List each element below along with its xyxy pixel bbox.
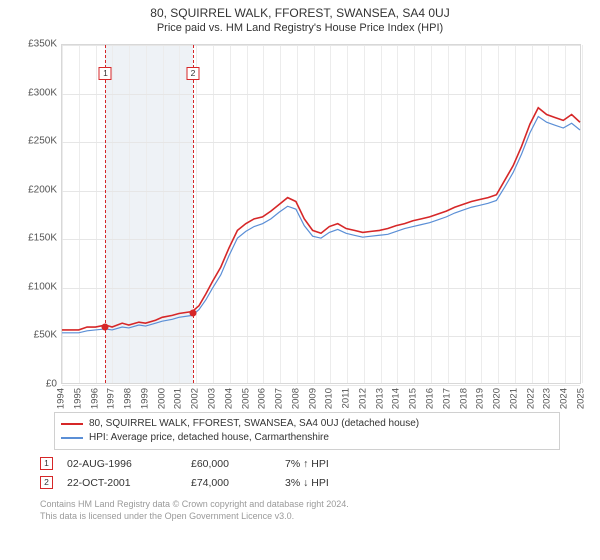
x-axis-label: 1994 [56,388,67,409]
x-axis-label: 2003 [206,388,217,409]
transaction-diff: 7% ↑ HPI [285,458,405,470]
x-axis-label: 1999 [139,388,150,409]
x-axis-label: 2023 [542,388,553,409]
transaction-table: 1 02-AUG-1996 £60,000 7% ↑ HPI 2 22-OCT-2001 £… [40,454,560,492]
gridline-v [582,45,583,383]
y-axis-label: £200K [13,184,57,195]
series-line [62,116,580,332]
legend-row: HPI: Average price, detached house, Carm… [61,431,553,445]
x-axis-label: 2021 [508,388,519,409]
footnote-line: This data is licensed under the Open Gov… [40,510,560,522]
x-axis-label: 2013 [374,388,385,409]
legend-swatch [61,423,83,425]
transaction-marker-line [193,45,194,383]
legend: 80, SQUIRREL WALK, FFOREST, SWANSEA, SA4… [54,412,560,450]
x-axis-label: 2019 [475,388,486,409]
y-axis-label: £300K [13,87,57,98]
legend-label: HPI: Average price, detached house, Carm… [89,431,329,445]
gridline-h [62,385,580,386]
x-axis-label: 1995 [72,388,83,409]
x-axis-label: 2022 [525,388,536,409]
x-axis-label: 2008 [290,388,301,409]
footnote-line: Contains HM Land Registry data © Crown c… [40,498,560,510]
x-axis-label: 2005 [240,388,251,409]
transaction-diff: 3% ↓ HPI [285,477,405,489]
x-axis-label: 2020 [492,388,503,409]
y-axis-label: £100K [13,281,57,292]
x-axis-label: 2017 [441,388,452,409]
y-axis-label: £0 [13,379,57,390]
transaction-price: £60,000 [191,458,271,470]
transaction-row: 2 22-OCT-2001 £74,000 3% ↓ HPI [40,473,560,492]
x-axis-label: 2010 [324,388,335,409]
transaction-date: 02-AUG-1996 [67,458,177,470]
y-axis-label: £150K [13,233,57,244]
transaction-marker-dot [102,323,109,330]
transaction-marker-line [105,45,106,383]
x-axis-label: 2006 [257,388,268,409]
y-axis-label: £250K [13,136,57,147]
legend-row: 80, SQUIRREL WALK, FFOREST, SWANSEA, SA4… [61,417,553,431]
x-axis-label: 2001 [173,388,184,409]
x-axis-label: 2007 [274,388,285,409]
x-axis-label: 1997 [106,388,117,409]
x-axis-label: 2016 [425,388,436,409]
x-axis-label: 2004 [223,388,234,409]
transaction-row: 1 02-AUG-1996 £60,000 7% ↑ HPI [40,454,560,473]
x-axis-label: 2015 [408,388,419,409]
x-axis-label: 2000 [156,388,167,409]
transaction-marker-badge: 1 [99,67,112,80]
x-axis-label: 1996 [89,388,100,409]
x-axis-label: 2012 [357,388,368,409]
x-axis-label: 2018 [458,388,469,409]
x-axis-label: 1998 [123,388,134,409]
x-axis-label: 2009 [307,388,318,409]
legend-swatch [61,437,83,439]
plot-area: 12 [61,44,581,384]
series-line [62,108,580,330]
transaction-badge: 2 [40,476,53,489]
x-axis-label: 2014 [391,388,402,409]
x-axis-label: 2024 [559,388,570,409]
transaction-price: £74,000 [191,477,271,489]
transaction-badge: 1 [40,457,53,470]
transaction-date: 22-OCT-2001 [67,477,177,489]
chart-area: 12 £0£50K£100K£150K£200K£250K£300K£350K1… [15,40,585,410]
legend-label: 80, SQUIRREL WALK, FFOREST, SWANSEA, SA4… [89,417,419,431]
x-axis-label: 2002 [190,388,201,409]
line-series-svg [62,45,580,383]
transaction-marker-dot [190,310,197,317]
transaction-marker-badge: 2 [187,67,200,80]
x-axis-label: 2025 [576,388,587,409]
y-axis-label: £50K [13,330,57,341]
footnote: Contains HM Land Registry data © Crown c… [40,498,560,522]
chart-title: 80, SQUIRREL WALK, FFOREST, SWANSEA, SA4… [0,0,600,20]
chart-subtitle: Price paid vs. HM Land Registry's House … [0,20,600,40]
y-axis-label: £350K [13,39,57,50]
x-axis-label: 2011 [341,388,352,408]
